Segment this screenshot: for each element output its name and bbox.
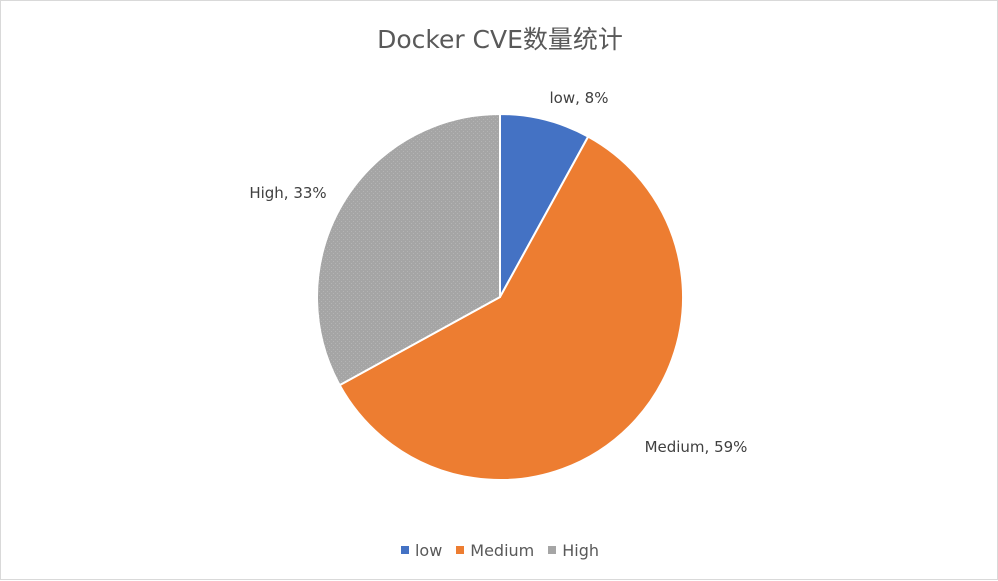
data-label-high: High, 33%	[249, 184, 326, 202]
legend-swatch-high	[548, 546, 557, 554]
legend-item-low: low	[400, 540, 443, 560]
legend-label-low: low	[414, 540, 443, 560]
legend-item-high: High	[548, 541, 599, 560]
legend: low Medium High	[1, 539, 998, 560]
legend-label-high: High	[562, 540, 600, 560]
chart-title: Docker CVE数量统计	[377, 25, 623, 54]
pie-slice-high	[316, 112, 501, 387]
data-label-low: low, 8%	[550, 89, 609, 107]
pie-slice-medium	[338, 135, 684, 481]
legend-item-medium: Medium	[456, 541, 534, 560]
legend-swatch-medium	[456, 546, 465, 554]
data-label-medium: Medium, 59%	[645, 438, 748, 456]
pie-slice-low	[499, 112, 590, 298]
legend-label-medium: Medium	[470, 540, 535, 560]
legend-swatch-low	[400, 546, 409, 554]
